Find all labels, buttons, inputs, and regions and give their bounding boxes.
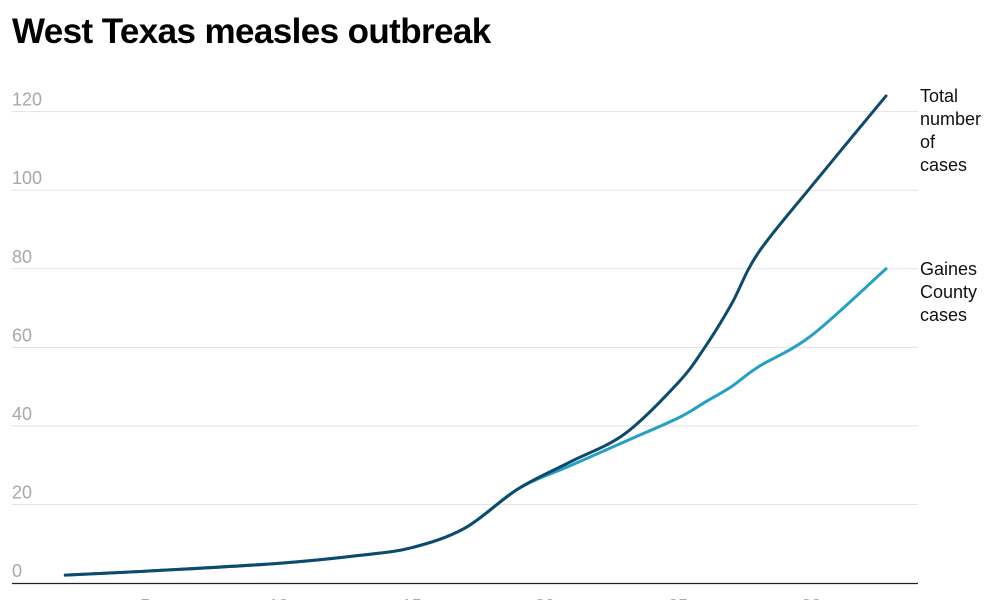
x-tick-label: 15: [402, 596, 422, 600]
gridlines: [12, 111, 918, 505]
series-line-gaines-county-cases: [63, 267, 888, 577]
y-tick-label: 100: [12, 168, 42, 188]
y-axis-tick-labels: 0 20 40 60 80 100 120: [12, 90, 42, 581]
x-tick-label: 25: [668, 596, 688, 600]
x-tick-label: 30: [801, 596, 821, 600]
x-axis-tick-labels: 5 10 15 20 25 30: [140, 596, 821, 600]
x-tick-label: 10: [268, 596, 288, 600]
series-label-total-cases: Total number of cases: [920, 86, 982, 175]
y-tick-label: 120: [12, 90, 42, 110]
chart-title: West Texas measles outbreak: [12, 12, 491, 51]
x-tick-label: 20: [535, 596, 555, 600]
x-tick-label: 5: [140, 596, 150, 600]
y-tick-label: 80: [12, 247, 32, 267]
series-lines: [63, 94, 888, 577]
y-tick-label: 40: [12, 404, 32, 424]
y-tick-label: 20: [12, 482, 32, 502]
y-tick-label: 0: [12, 561, 22, 581]
series-line-total-cases: [63, 94, 888, 577]
series-label-gaines-county-cases: Gaines County cases: [920, 259, 978, 325]
y-tick-label: 60: [12, 325, 32, 345]
